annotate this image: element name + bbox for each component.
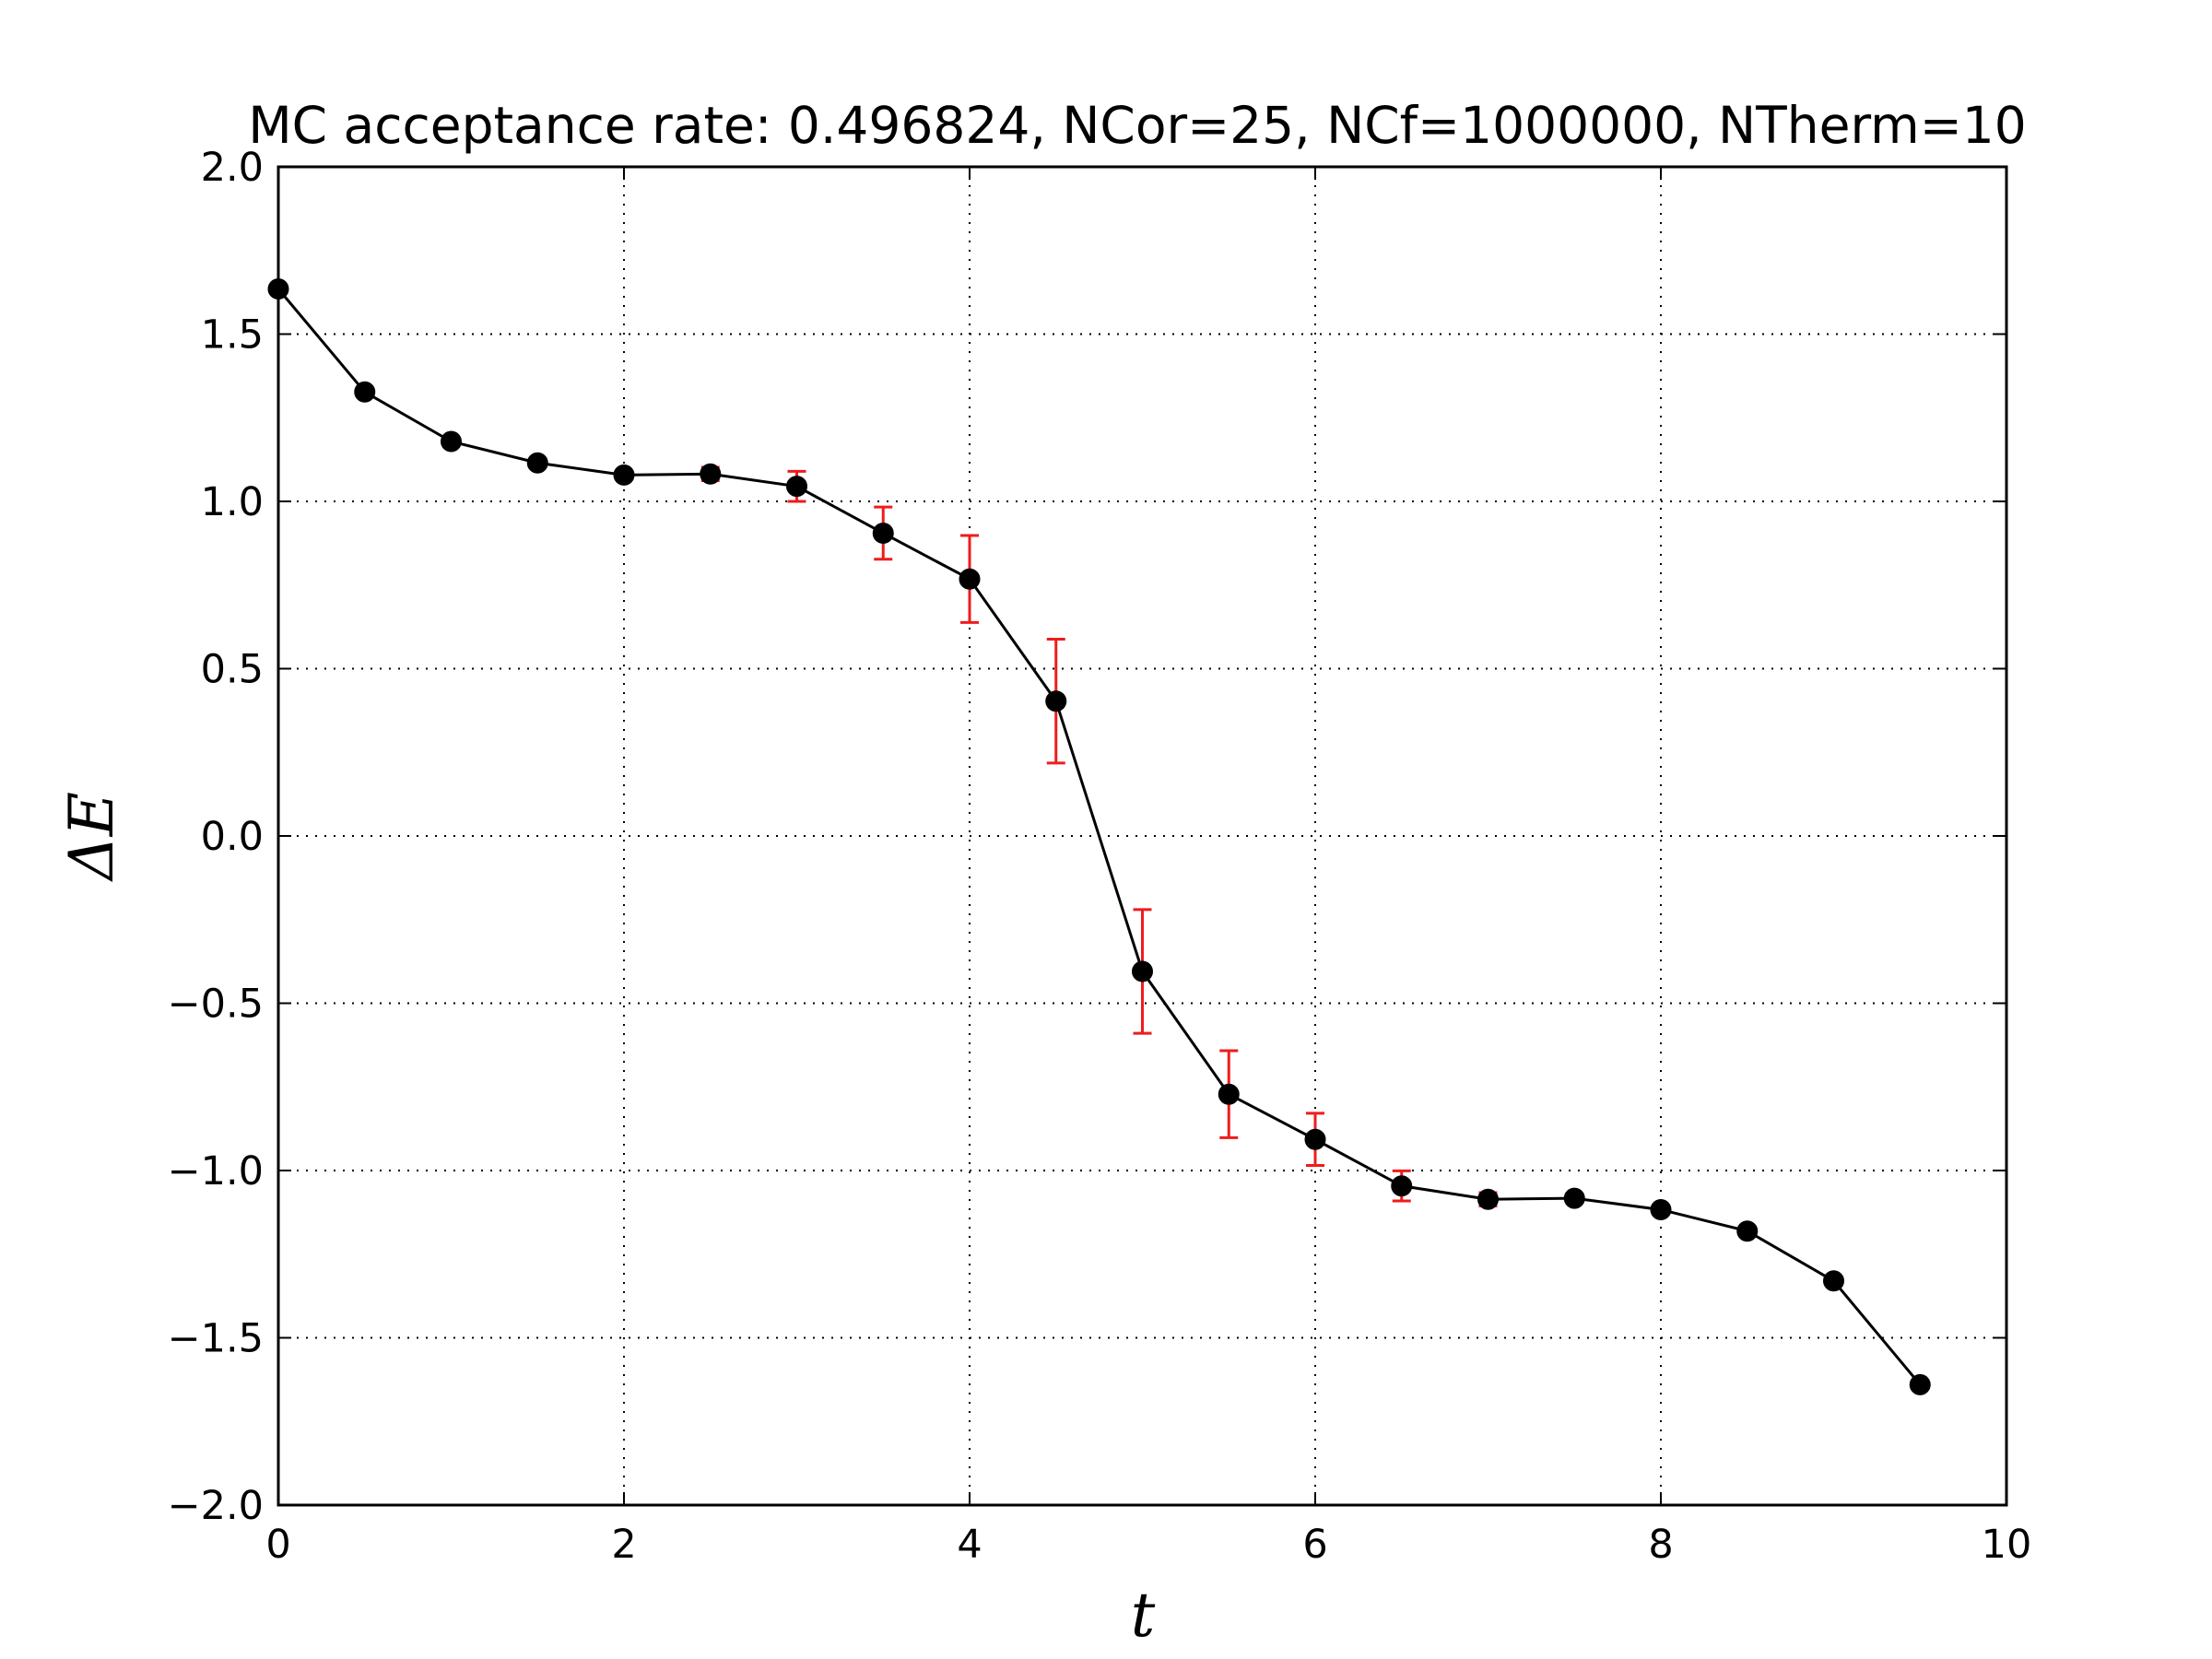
y-tick-label: 1.0 [201, 479, 264, 525]
y-tick-label: −1.5 [168, 1316, 264, 1362]
x-tick-label: 4 [957, 1522, 982, 1568]
data-point [1477, 1188, 1499, 1210]
data-point [1736, 1220, 1759, 1242]
data-point [1132, 960, 1153, 982]
grid-lines [278, 167, 2006, 1505]
data-point [1218, 1083, 1240, 1105]
x-tick-label: 8 [1648, 1522, 1673, 1568]
data-point [1650, 1198, 1672, 1220]
data-point [786, 476, 807, 498]
data-point [441, 430, 462, 453]
x-tick-label: 0 [265, 1522, 290, 1568]
data-point [613, 464, 635, 486]
data-point [1909, 1373, 1931, 1395]
data-point [959, 568, 981, 590]
series-line-group [276, 288, 1922, 1386]
chart-title: MC acceptance rate: 0.496824, NCor=25, N… [248, 96, 2027, 155]
data-point [1304, 1128, 1326, 1150]
y-tick-label: 0.5 [201, 647, 264, 693]
data-point [872, 522, 894, 544]
series-line [276, 288, 1922, 1386]
y-tick-label: 0.0 [201, 814, 264, 860]
axis-ticks [277, 166, 2007, 1506]
y-tick-label: −2.0 [168, 1483, 264, 1529]
data-point [354, 381, 376, 403]
data-points [267, 277, 1931, 1395]
y-tick-label: −0.5 [168, 982, 264, 1028]
data-point [1563, 1187, 1585, 1209]
x-tick-label: 6 [1302, 1522, 1327, 1568]
data-point [1823, 1270, 1844, 1292]
y-tick-label: 2.0 [201, 145, 264, 191]
y-tick-label: −1.0 [168, 1148, 264, 1194]
y-tick-labels: 2.0 1.5 1.0 0.5 0.0 −0.5 −1.0 −1.5 −2.0 [168, 145, 264, 1529]
data-point [700, 463, 722, 485]
data-point [526, 452, 548, 474]
y-tick-label: 1.5 [201, 312, 264, 359]
x-axis-label: t [1131, 1580, 1156, 1651]
data-point [1045, 690, 1067, 712]
y-axis-label: ΔE [56, 792, 127, 883]
x-tick-label: 10 [1982, 1522, 2032, 1568]
data-point [1391, 1175, 1413, 1197]
x-tick-label: 2 [611, 1522, 636, 1568]
x-tick-labels: 0 2 4 6 8 10 [265, 1522, 2031, 1568]
